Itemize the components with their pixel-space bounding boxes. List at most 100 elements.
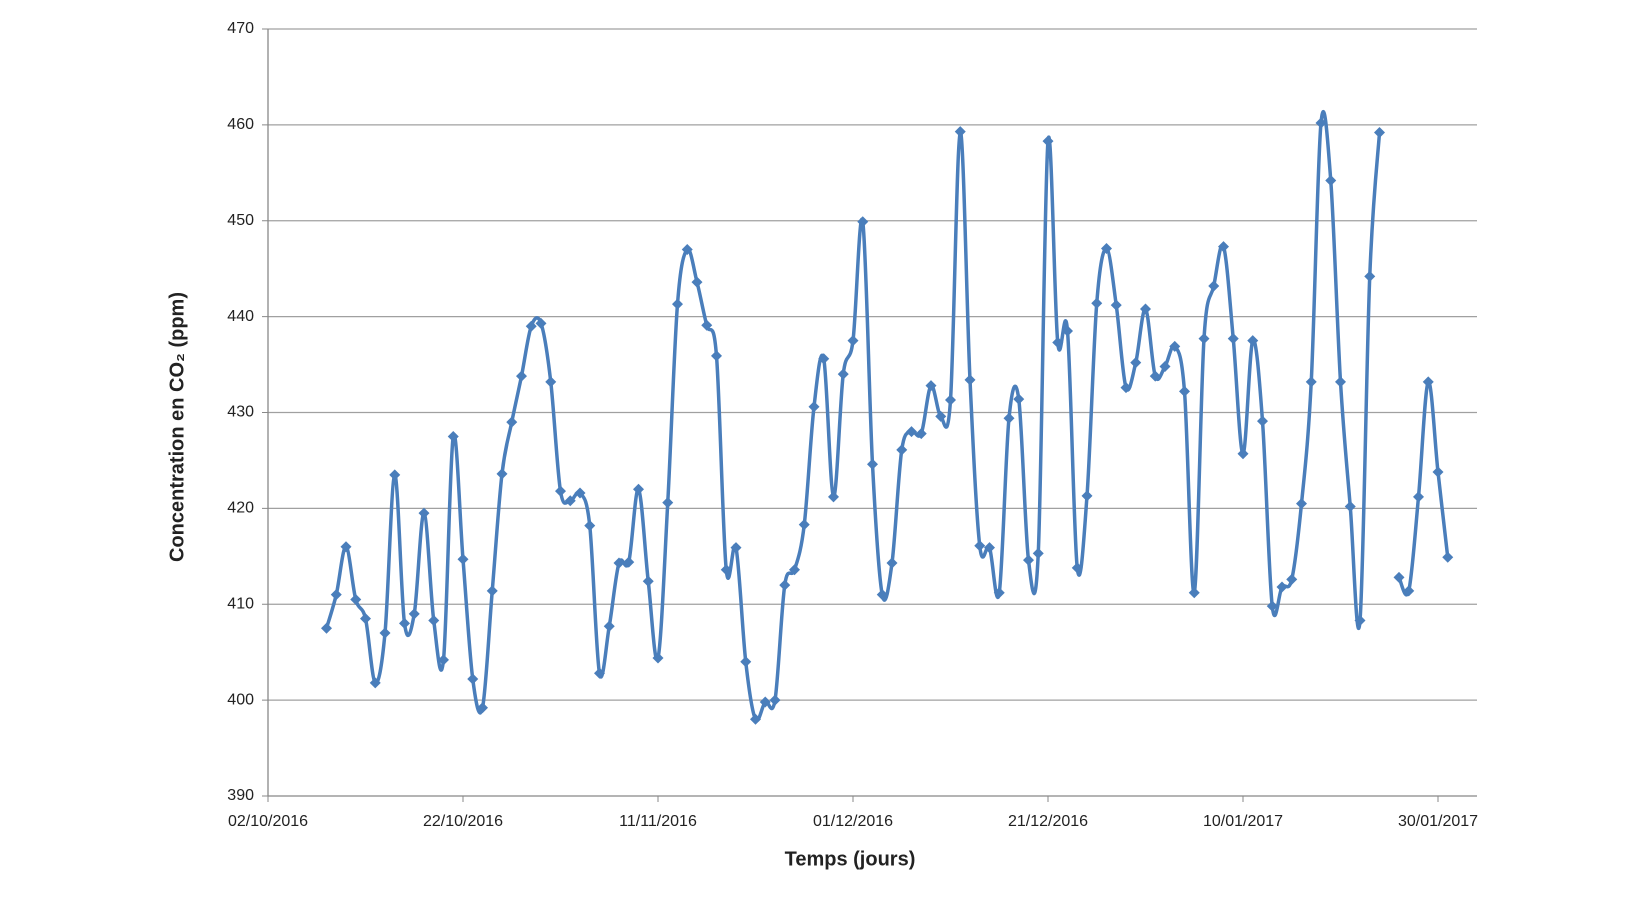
data-point (350, 593, 362, 605)
data-point (789, 564, 800, 576)
data-point (993, 587, 1005, 599)
x-tick-label: 30/01/2017 (1398, 813, 1478, 830)
data-point (1305, 376, 1317, 388)
data-point (1286, 573, 1298, 585)
data-point (1227, 333, 1239, 345)
data-point (486, 585, 498, 597)
data-point (964, 374, 976, 386)
data-point (1110, 299, 1122, 311)
data-point (379, 627, 391, 639)
data-point (915, 428, 927, 440)
data-point (652, 652, 664, 664)
data-point (1062, 325, 1073, 337)
data-point (945, 394, 956, 406)
data-point (1413, 491, 1424, 503)
data-point (672, 298, 683, 310)
data-point (1179, 385, 1190, 397)
data-point (1296, 498, 1307, 510)
data-point (720, 564, 732, 576)
data-point (1247, 335, 1259, 347)
data-point (642, 575, 654, 587)
data-point (535, 317, 547, 329)
data-point (633, 483, 644, 495)
data-point (1237, 448, 1249, 460)
data-point (1393, 571, 1405, 583)
data-point (438, 654, 449, 666)
data-point (623, 556, 635, 568)
data-point (779, 579, 791, 591)
data-point (1257, 415, 1268, 427)
x-tick-label: 10/01/2017 (1203, 813, 1283, 830)
x-tick-label: 22/10/2016 (423, 813, 503, 830)
data-point (1003, 412, 1015, 424)
data-point (330, 589, 342, 601)
y-tick-label: 470 (227, 20, 254, 37)
data-point (1013, 393, 1025, 405)
data-point (1315, 117, 1327, 129)
data-point (1091, 297, 1103, 309)
data-point (360, 613, 371, 625)
data-point (1023, 554, 1034, 566)
data-point (1422, 376, 1434, 388)
data-point (828, 491, 839, 503)
y-tick-label: 440 (227, 308, 254, 325)
data-point (1276, 581, 1288, 593)
data-point (1344, 500, 1356, 512)
data-point (545, 376, 557, 388)
data-point (750, 713, 761, 725)
data-point (681, 244, 693, 256)
data-point (730, 542, 742, 554)
data-point (867, 458, 878, 470)
data-point (662, 497, 674, 509)
y-tick-label: 390 (227, 787, 254, 804)
data-point (564, 495, 576, 507)
data-point (506, 416, 518, 428)
data-point (418, 507, 430, 519)
data-point (1198, 333, 1210, 345)
y-tick-label: 410 (227, 595, 254, 612)
y-tick-label: 430 (227, 404, 254, 421)
data-point (1374, 127, 1385, 139)
data-point (740, 656, 752, 668)
x-tick-label: 11/11/2016 (619, 813, 697, 830)
data-point (1159, 360, 1171, 372)
data-point (701, 319, 713, 331)
data-point (1130, 357, 1142, 369)
data-point (808, 401, 820, 413)
data-point (886, 557, 898, 569)
data-point (369, 677, 381, 689)
data-line (324, 109, 1382, 723)
data-point (321, 622, 332, 634)
data-point (1032, 547, 1044, 559)
data-point (818, 353, 830, 365)
x-tick-label: 01/12/2016 (813, 813, 893, 830)
data-point (1354, 615, 1366, 627)
x-tick-label: 02/10/2016 (228, 813, 308, 830)
y-tick-label: 460 (227, 116, 254, 133)
data-point (1442, 551, 1454, 563)
data-point (408, 608, 420, 620)
x-axis-title: Temps (jours) (785, 848, 916, 870)
x-tick-label: 21/12/2016 (1008, 813, 1088, 830)
data-point (467, 673, 479, 685)
data-point (906, 426, 917, 438)
data-point (857, 216, 869, 228)
data-point (1208, 280, 1220, 292)
data-point (876, 589, 888, 601)
data-point (1432, 466, 1444, 478)
data-point (477, 702, 488, 714)
y-tick-label: 400 (227, 691, 254, 708)
data-point (1266, 600, 1278, 612)
data-point (603, 620, 615, 632)
data-point (1364, 270, 1376, 282)
data-point (1052, 337, 1064, 349)
data-point (837, 368, 849, 380)
data-point (428, 615, 440, 627)
data-line (1397, 380, 1450, 597)
data-point (1325, 174, 1337, 186)
data-point (447, 430, 459, 442)
data-point (496, 468, 508, 480)
data-point (984, 542, 995, 554)
data-point (1071, 562, 1083, 574)
